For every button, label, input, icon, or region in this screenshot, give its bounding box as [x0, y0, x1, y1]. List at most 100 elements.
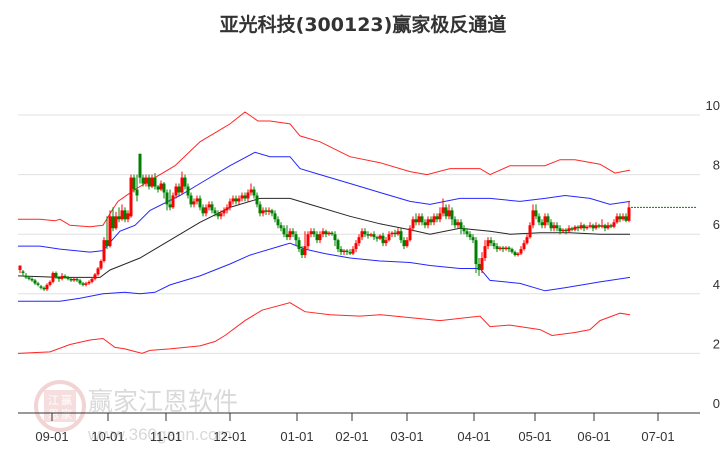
candle	[297, 237, 301, 253]
candle	[621, 213, 625, 221]
candle	[81, 281, 85, 287]
candle	[426, 216, 430, 229]
candle	[318, 231, 322, 244]
candle	[153, 173, 157, 190]
candle	[558, 225, 562, 235]
candle	[117, 207, 121, 223]
candle	[126, 210, 130, 223]
candle	[189, 192, 193, 208]
candle	[171, 192, 175, 209]
candle	[570, 226, 574, 232]
candle	[306, 231, 310, 250]
candle	[522, 240, 526, 251]
candle	[252, 186, 256, 199]
candle	[312, 228, 316, 238]
candle	[75, 277, 79, 282]
candle	[513, 250, 517, 257]
candle	[309, 228, 313, 238]
candle	[66, 275, 70, 281]
candle	[138, 153, 142, 184]
candle	[93, 272, 97, 281]
candle	[615, 213, 619, 224]
candle	[600, 219, 604, 229]
candle	[531, 204, 535, 229]
candle	[372, 231, 376, 241]
candle	[354, 240, 358, 253]
candle	[288, 228, 292, 241]
candle	[519, 246, 523, 256]
candle	[267, 207, 271, 215]
candle	[546, 213, 550, 226]
candle	[129, 174, 133, 218]
watermark-logo-char: 恩	[48, 408, 59, 421]
candle	[540, 219, 544, 229]
candle	[186, 183, 190, 199]
watermark-logo-icon	[34, 380, 86, 432]
candle	[441, 198, 445, 217]
candle	[135, 174, 139, 202]
y-tick-label: 6	[713, 217, 720, 232]
candle	[438, 207, 442, 223]
candle	[324, 229, 328, 238]
candle	[177, 183, 181, 196]
candle	[261, 207, 265, 217]
candle	[423, 219, 427, 229]
candle	[414, 213, 418, 226]
candle	[402, 237, 406, 250]
candle	[420, 213, 424, 226]
candle	[42, 286, 46, 291]
candle	[384, 237, 388, 247]
candle	[24, 272, 28, 279]
band-mid	[17, 197, 630, 278]
candle	[450, 207, 454, 226]
x-tick-label: 05-01	[518, 429, 551, 444]
candle	[588, 222, 592, 229]
candle	[579, 222, 583, 230]
watermark: 江 赢 恩 家 赢家江恩软件 www.360gann.com	[34, 380, 238, 444]
candle	[591, 223, 595, 232]
candle	[99, 259, 103, 270]
candle	[144, 174, 148, 187]
candle	[582, 223, 586, 232]
candle	[27, 275, 31, 281]
candle	[162, 182, 166, 199]
candle	[84, 281, 88, 287]
candle	[462, 225, 466, 235]
candle	[369, 232, 373, 238]
candle	[273, 210, 277, 223]
candle	[624, 213, 628, 223]
candle	[216, 210, 220, 220]
candle	[429, 216, 433, 226]
candle	[63, 274, 67, 279]
candle	[279, 222, 283, 232]
candle	[567, 225, 571, 233]
candle	[609, 223, 613, 229]
candle	[174, 183, 178, 199]
candle	[456, 219, 460, 229]
x-tick-label: 06-01	[577, 429, 610, 444]
candle	[192, 198, 196, 208]
candle	[345, 249, 349, 256]
candle	[315, 231, 319, 244]
candle	[195, 195, 199, 205]
candle	[69, 277, 73, 282]
candle	[471, 234, 475, 244]
candle	[543, 213, 547, 229]
candle	[285, 225, 289, 241]
candle	[408, 225, 412, 242]
candle	[120, 204, 124, 221]
x-tick-label: 10-01	[91, 429, 124, 444]
candle	[219, 210, 223, 220]
candle	[234, 195, 238, 205]
candle	[168, 189, 172, 211]
candle	[45, 283, 49, 291]
candle	[222, 207, 226, 217]
candle	[474, 237, 478, 273]
candle	[444, 204, 448, 220]
candle	[507, 246, 511, 253]
x-tick-label: 01-01	[280, 429, 313, 444]
candle	[300, 246, 304, 259]
candle	[405, 237, 409, 248]
candle	[495, 243, 499, 253]
candle	[468, 231, 472, 241]
